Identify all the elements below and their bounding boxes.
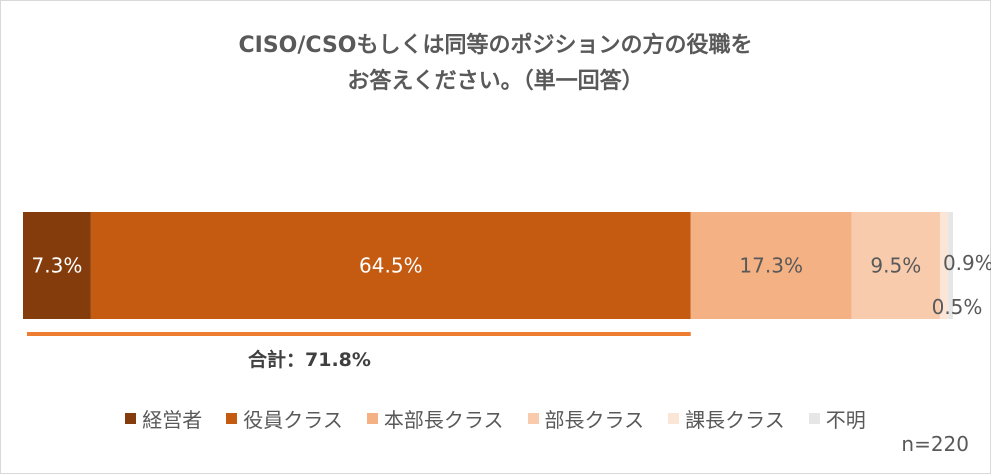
- legend-label: 経営者: [142, 408, 203, 432]
- total-bracket-line: [27, 332, 691, 336]
- bar-segment: [948, 212, 953, 319]
- bar-segment: [851, 212, 940, 319]
- legend-item: 経営者: [125, 404, 202, 433]
- sample-size-label: n=220: [901, 432, 969, 456]
- legend-swatch: [366, 413, 378, 424]
- bar-segment: [939, 212, 949, 319]
- legend-item: 不明: [808, 404, 866, 433]
- legend-label: 本部長クラス: [383, 408, 504, 432]
- segment-data-label: 17.3%: [739, 254, 803, 278]
- legend-label: 不明: [825, 408, 866, 432]
- legend-swatch: [668, 413, 680, 424]
- legend-label: 課長クラス: [685, 408, 785, 432]
- total-label: 合計：71.8%: [248, 349, 371, 371]
- legend-item: 部長クラス: [527, 404, 645, 433]
- segment-data-label: 0.9%: [943, 251, 991, 275]
- legend-swatch: [125, 413, 137, 424]
- legend-swatch: [808, 413, 820, 424]
- legend-swatch: [527, 413, 539, 424]
- bar-segment: [23, 212, 91, 319]
- legend-item: 課長クラス: [668, 404, 785, 433]
- legend-swatch: [226, 413, 238, 424]
- bar-segment: [690, 212, 852, 319]
- legend-item: 本部長クラス: [366, 404, 504, 433]
- segment-data-label: 0.5%: [932, 295, 983, 319]
- bar-segment: [90, 212, 691, 319]
- chart-title-line2: お答えください。（単一回答）: [347, 69, 644, 94]
- segment-data-label: 9.5%: [870, 254, 921, 278]
- segment-data-label: 64.5%: [359, 254, 423, 278]
- legend-item: 役員クラス: [226, 404, 343, 433]
- legend-label: 役員クラス: [243, 408, 343, 432]
- legend: 経営者 役員クラス 本部長クラス 部長クラス 課長クラス 不明: [0, 404, 991, 433]
- chart-title-line1: CISO/CSOもしくは同等のポジションの方の役職を: [238, 33, 753, 58]
- segment-data-label: 7.3%: [32, 254, 83, 278]
- legend-label: 部長クラス: [544, 408, 645, 432]
